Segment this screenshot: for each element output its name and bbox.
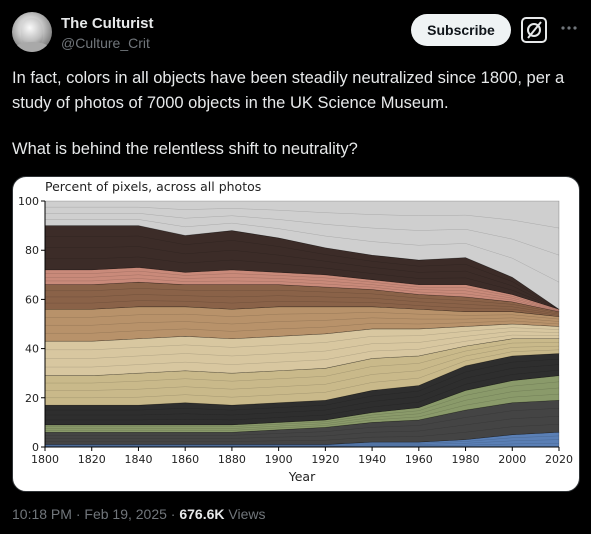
area-texture-line: [45, 364, 560, 416]
y-tick-label: 20: [25, 392, 39, 405]
more-horizontal-icon: [561, 26, 577, 30]
area-texture-line: [45, 320, 560, 334]
views-count: 676.6K: [179, 506, 225, 522]
area-series-5: [44, 323, 560, 376]
area-texture-line: [45, 416, 560, 439]
x-tick-label: 1940: [358, 453, 386, 466]
area-texture-line: [45, 246, 560, 310]
y-tick-label: 100: [18, 195, 39, 208]
x-tick-label: 1980: [452, 453, 480, 466]
area-texture-line: [45, 288, 560, 314]
area-series-3: [44, 353, 560, 426]
tweet-text: In fact, colors in all objects have been…: [12, 66, 578, 162]
x-tick-label: 1920: [311, 453, 339, 466]
area-series-6: [44, 306, 560, 342]
area-texture-line: [45, 381, 560, 427]
tweet-date[interactable]: Feb 19, 2025: [84, 506, 167, 522]
area-texture-line: [45, 408, 560, 436]
tweet-time[interactable]: 10:18 PM: [12, 506, 72, 522]
avatar-shoulders: [14, 42, 50, 52]
x-tick-label: 2020: [545, 453, 573, 466]
area-texture-line: [45, 235, 560, 310]
x-tick-label: 1880: [218, 453, 246, 466]
area-texture-line: [45, 387, 560, 429]
x-tick-label: 1800: [31, 453, 59, 466]
area-texture-line: [45, 435, 560, 446]
area-texture-line: [45, 331, 560, 359]
area-texture-line: [45, 278, 560, 312]
author-avatar[interactable]: [12, 12, 52, 52]
area-texture-line: [45, 270, 560, 311]
meta-separator: ·: [75, 506, 81, 522]
area-texture-line: [45, 393, 560, 431]
area-texture-line: [45, 294, 560, 315]
x-tick-label: 1960: [405, 453, 433, 466]
area-texture-line: [45, 327, 560, 351]
area-texture-line: [45, 358, 560, 411]
x-tick-label: 1900: [265, 453, 293, 466]
y-tick-label: 80: [25, 244, 39, 257]
subscribe-button[interactable]: Subscribe: [411, 14, 511, 46]
area-texture-line: [45, 369, 560, 421]
statue-bust-avatar: [21, 18, 43, 46]
area-texture-line: [45, 334, 560, 368]
y-tick-label: 60: [25, 293, 39, 306]
grok-button[interactable]: [520, 16, 548, 44]
area-texture-line: [45, 443, 560, 447]
area-texture-line: [45, 312, 560, 320]
area-texture-line: [45, 349, 560, 399]
x-tick-label: 2000: [498, 453, 526, 466]
area-texture-line: [45, 256, 560, 310]
area-texture-line: [45, 342, 560, 384]
y-tick-label: 0: [32, 441, 39, 454]
author-name[interactable]: The Culturist: [61, 15, 154, 32]
x-tick-label: 1840: [124, 453, 152, 466]
x-tick-label: 1860: [171, 453, 199, 466]
tweet-paragraph: What is behind the relentless shift to n…: [12, 140, 358, 158]
area-texture-line: [45, 345, 560, 391]
area-texture-line: [45, 274, 560, 311]
chart-title: Percent of pixels, across all photos: [45, 179, 261, 194]
area-texture-line: [45, 439, 560, 447]
x-axis-label: Year: [288, 469, 316, 484]
y-tick-label: 40: [25, 343, 39, 356]
tweet-paragraph: In fact, colors in all objects have been…: [12, 69, 565, 112]
area-texture-line: [45, 206, 560, 229]
area-texture-line: [45, 317, 560, 326]
meta-separator: ·: [170, 506, 176, 522]
author-handle[interactable]: @Culture_Crit: [61, 35, 150, 51]
more-options-button[interactable]: [558, 16, 580, 40]
tweet-meta: 10:18 PM · Feb 19, 2025 · 676.6K Views: [12, 506, 266, 522]
area-texture-line: [45, 423, 560, 442]
area-texture-line: [45, 300, 560, 316]
views-label: Views: [228, 506, 266, 522]
area-texture-line: [45, 219, 560, 283]
stacked-area-chart: Percent of pixels, across all photos Yea…: [18, 179, 573, 484]
chart-image[interactable]: Percent of pixels, across all photos Yea…: [12, 176, 580, 492]
area-series-10: [44, 200, 560, 310]
area-series-4: [44, 338, 560, 406]
x-tick-label: 1820: [78, 453, 106, 466]
grok-icon: [521, 17, 547, 43]
area-texture-line: [45, 213, 560, 256]
